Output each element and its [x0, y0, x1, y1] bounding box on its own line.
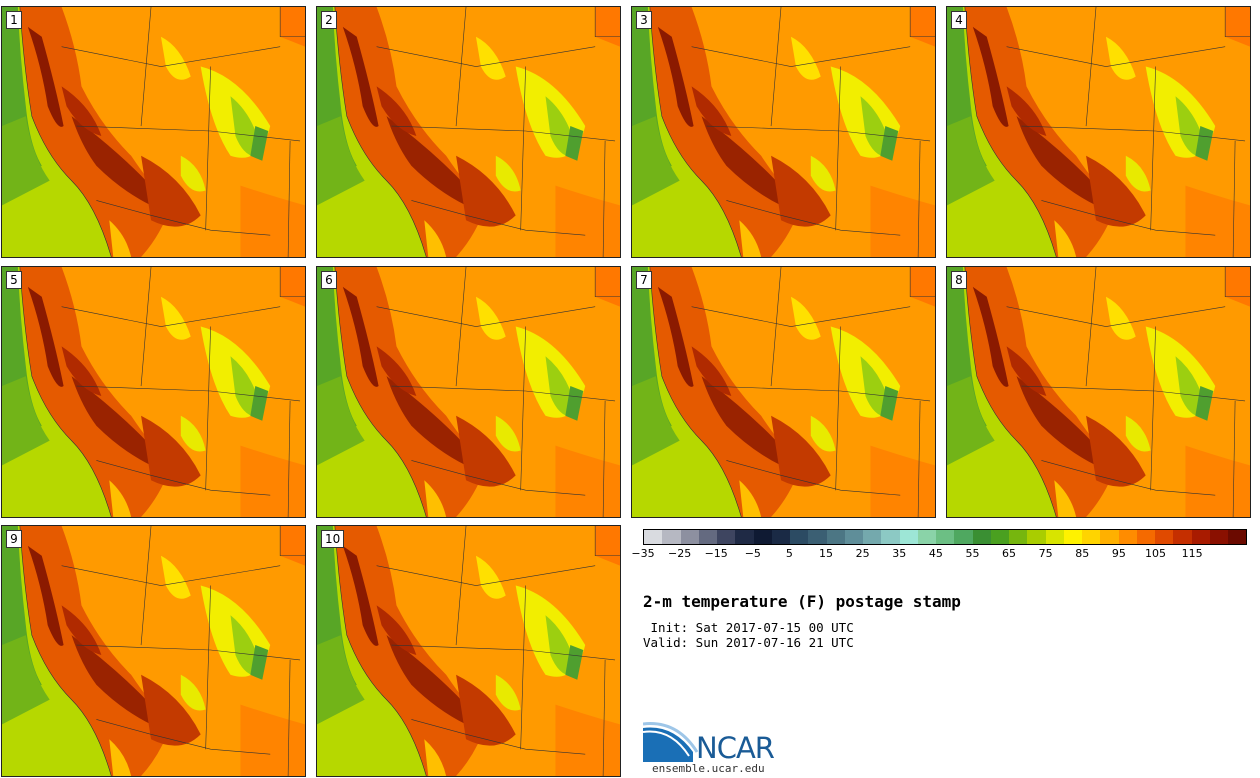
colorbar-tick: 25: [855, 547, 870, 560]
colorbar-swatch: [717, 530, 736, 544]
colorbar-swatch: [1191, 530, 1210, 544]
ncar-logo-text: NCAR: [696, 731, 775, 765]
colorbar-swatch: [826, 530, 845, 544]
temperature-map: [947, 267, 1250, 517]
member-panel: 5: [1, 266, 306, 518]
colorbar-swatch: [662, 530, 681, 544]
colorbar-swatch: [936, 530, 955, 544]
colorbar-swatch: [753, 530, 772, 544]
colorbar-swatch: [1027, 530, 1046, 544]
colorbar-tick: 95: [1111, 547, 1126, 560]
member-panel: 4: [946, 6, 1251, 258]
temperature-colorbar: [643, 529, 1247, 545]
colorbar-swatch: [863, 530, 882, 544]
colorbar-tick: 55: [965, 547, 980, 560]
member-panel: 7: [631, 266, 936, 518]
colorbar-tick: −35: [631, 547, 655, 560]
colorbar-tick: 115: [1181, 547, 1203, 560]
temperature-map: [317, 7, 620, 257]
colorbar-swatch: [1173, 530, 1192, 544]
member-number-label: 5: [6, 271, 22, 289]
member-number-label: 1: [6, 11, 22, 29]
colorbar-swatch: [972, 530, 991, 544]
colorbar-tick: 5: [785, 547, 793, 560]
temperature-map: [317, 267, 620, 517]
init-time: Init: Sat 2017-07-15 00 UTC: [643, 620, 854, 635]
colorbar-swatch: [844, 530, 863, 544]
member-number-label: 10: [321, 530, 345, 548]
temperature-map: [317, 526, 620, 776]
colorbar-tick: 35: [892, 547, 907, 560]
colorbar-swatch: [644, 530, 663, 544]
colorbar-swatch: [790, 530, 809, 544]
member-number-label: 7: [636, 271, 652, 289]
colorbar-swatch: [1009, 530, 1028, 544]
colorbar-swatch: [954, 530, 973, 544]
colorbar-swatch: [680, 530, 699, 544]
member-panel: 6: [316, 266, 621, 518]
colorbar-tick: 75: [1038, 547, 1053, 560]
colorbar-swatch: [1045, 530, 1064, 544]
colorbar-swatch: [1063, 530, 1082, 544]
member-number-label: 6: [321, 271, 337, 289]
colorbar-swatch: [917, 530, 936, 544]
valid-time: Valid: Sun 2017-07-16 21 UTC: [643, 635, 854, 650]
ensemble-url: ensemble.ucar.edu: [652, 762, 765, 775]
colorbar-tick: −25: [667, 547, 692, 560]
member-panel: 8: [946, 266, 1251, 518]
colorbar-swatch: [1118, 530, 1137, 544]
member-number-label: 3: [636, 11, 652, 29]
colorbar-tick: −15: [704, 547, 728, 560]
colorbar-swatch: [771, 530, 790, 544]
colorbar-swatch: [1136, 530, 1155, 544]
temperature-map: [2, 526, 305, 776]
colorbar-tick: 65: [1002, 547, 1017, 560]
colorbar-swatch: [1209, 530, 1228, 544]
member-number-label: 2: [321, 11, 337, 29]
member-panel: 10: [316, 525, 621, 777]
colorbar-swatch: [899, 530, 918, 544]
colorbar-tick: 45: [928, 547, 943, 560]
ncar-logo-icon: [643, 722, 699, 762]
plot-title: 2-m temperature (F) postage stamp: [643, 592, 961, 611]
colorbar-swatch: [1100, 530, 1119, 544]
temperature-map: [2, 7, 305, 257]
colorbar-swatch: [808, 530, 827, 544]
colorbar-swatch: [698, 530, 717, 544]
colorbar-swatch: [1228, 530, 1247, 544]
colorbar-swatch: [1155, 530, 1174, 544]
temperature-map: [632, 267, 935, 517]
member-panel: 2: [316, 6, 621, 258]
colorbar-tick: 15: [819, 547, 834, 560]
member-panel: 3: [631, 6, 936, 258]
temperature-map: [947, 7, 1250, 257]
colorbar-tick: −5: [744, 547, 761, 560]
colorbar-swatch: [735, 530, 754, 544]
temperature-map: [2, 267, 305, 517]
member-number-label: 9: [6, 530, 22, 548]
colorbar-tick: 105: [1144, 547, 1166, 560]
colorbar-tick: 85: [1075, 547, 1090, 560]
colorbar-swatch: [881, 530, 900, 544]
member-number-label: 8: [951, 271, 967, 289]
temperature-map: [632, 7, 935, 257]
colorbar-swatch: [1082, 530, 1101, 544]
colorbar-tick-labels: −35 −25 −15 −5 5 15 25 35 45 55 65 75 85 95 105 115: [631, 547, 1247, 565]
member-number-label: 4: [951, 11, 967, 29]
member-panel: 1: [1, 6, 306, 258]
colorbar-swatch: [990, 530, 1009, 544]
member-panel: 9: [1, 525, 306, 777]
